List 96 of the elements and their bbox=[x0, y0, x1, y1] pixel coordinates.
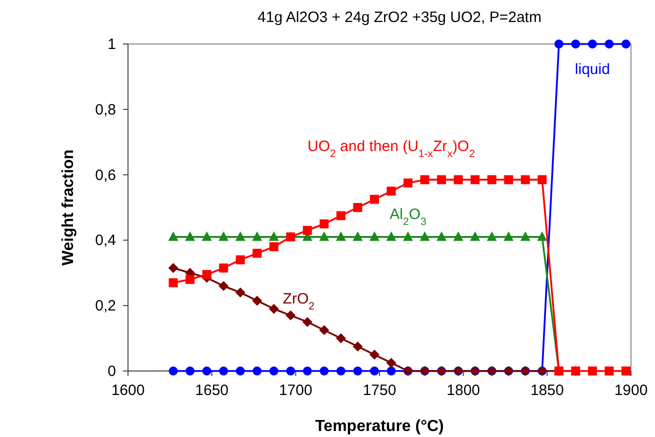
point bbox=[168, 262, 178, 273]
point bbox=[218, 231, 229, 241]
point bbox=[352, 341, 363, 352]
point bbox=[486, 231, 497, 241]
y-tick-label: 0,6 bbox=[95, 166, 116, 184]
point bbox=[202, 366, 212, 376]
point bbox=[252, 366, 262, 376]
point bbox=[336, 333, 346, 344]
point bbox=[202, 231, 212, 241]
y-axis-title: Weight fraction bbox=[60, 149, 77, 266]
point bbox=[403, 231, 414, 241]
point bbox=[538, 175, 547, 184]
y-tick-label: 0,4 bbox=[95, 232, 116, 250]
point bbox=[319, 325, 330, 336]
x-tick-label: 1900 bbox=[614, 382, 648, 399]
point bbox=[470, 231, 480, 241]
point bbox=[202, 270, 212, 280]
point bbox=[268, 304, 279, 314]
point bbox=[269, 242, 278, 252]
point bbox=[286, 366, 296, 376]
point bbox=[588, 366, 597, 376]
point bbox=[520, 175, 530, 184]
point bbox=[252, 231, 262, 241]
x-axis-title: Temperature (°C) bbox=[315, 418, 444, 435]
point bbox=[302, 366, 312, 376]
point bbox=[286, 310, 296, 320]
point bbox=[219, 366, 228, 376]
x-tick-label: 1850 bbox=[530, 382, 564, 399]
x-tick-label: 1600 bbox=[111, 382, 145, 399]
point bbox=[336, 211, 346, 220]
point bbox=[302, 316, 312, 327]
point bbox=[168, 231, 178, 241]
point bbox=[554, 40, 564, 48]
point bbox=[621, 40, 630, 48]
point bbox=[369, 231, 380, 241]
point bbox=[386, 186, 396, 196]
point bbox=[487, 175, 496, 184]
point bbox=[236, 255, 245, 264]
point bbox=[386, 231, 396, 241]
point bbox=[604, 366, 614, 376]
point bbox=[404, 178, 413, 188]
chart-title: 41g Al2O3 + 24g ZrO2 +35g UO2, P=2atm bbox=[258, 9, 542, 26]
y-tick-label: 1 bbox=[108, 36, 116, 53]
point bbox=[436, 231, 447, 241]
point bbox=[588, 40, 597, 48]
point bbox=[571, 40, 580, 48]
point bbox=[537, 231, 548, 241]
point bbox=[353, 203, 362, 212]
point bbox=[320, 366, 329, 376]
point bbox=[353, 366, 362, 376]
point bbox=[386, 366, 396, 376]
point bbox=[319, 231, 330, 241]
point bbox=[235, 231, 246, 241]
point bbox=[370, 366, 379, 376]
point bbox=[186, 274, 195, 284]
point bbox=[302, 226, 312, 235]
point bbox=[252, 248, 262, 258]
point bbox=[420, 175, 430, 184]
point bbox=[370, 194, 379, 204]
point bbox=[336, 231, 346, 241]
point bbox=[454, 175, 463, 184]
point bbox=[437, 175, 446, 184]
series-label: liquid bbox=[574, 61, 610, 78]
point bbox=[186, 366, 195, 376]
point bbox=[268, 231, 279, 241]
x-tick-label: 1650 bbox=[195, 382, 229, 399]
y-tick-label: 0,2 bbox=[95, 298, 116, 315]
point bbox=[504, 231, 514, 241]
y-tick-label: 0,8 bbox=[95, 101, 116, 118]
point bbox=[236, 366, 245, 376]
series-label: Al$_{2}$O$_{3}$ bbox=[390, 206, 427, 228]
point bbox=[470, 175, 480, 184]
series-label: ZrO$_{2}$ bbox=[282, 290, 315, 312]
point bbox=[604, 40, 614, 48]
point bbox=[252, 296, 262, 306]
point bbox=[185, 231, 196, 241]
point bbox=[420, 231, 430, 241]
point bbox=[520, 231, 530, 241]
point bbox=[386, 358, 396, 368]
y-tick-label: 0 bbox=[108, 363, 116, 380]
point bbox=[369, 350, 380, 360]
point bbox=[218, 280, 229, 291]
point bbox=[219, 263, 228, 272]
point bbox=[453, 231, 464, 241]
point bbox=[336, 366, 346, 376]
point bbox=[352, 231, 363, 241]
point bbox=[168, 278, 178, 288]
point bbox=[504, 175, 514, 184]
point bbox=[235, 288, 246, 298]
point bbox=[269, 366, 278, 376]
x-tick-label: 1700 bbox=[278, 382, 312, 399]
x-tick-label: 1750 bbox=[362, 382, 396, 399]
x-tick-label: 1800 bbox=[446, 382, 480, 399]
point bbox=[320, 219, 329, 228]
point bbox=[168, 366, 178, 376]
series-label: UO$_{2}$ and then (U$_{1-x}$Zr$_{x}$)O$_{2}$ bbox=[308, 138, 476, 160]
